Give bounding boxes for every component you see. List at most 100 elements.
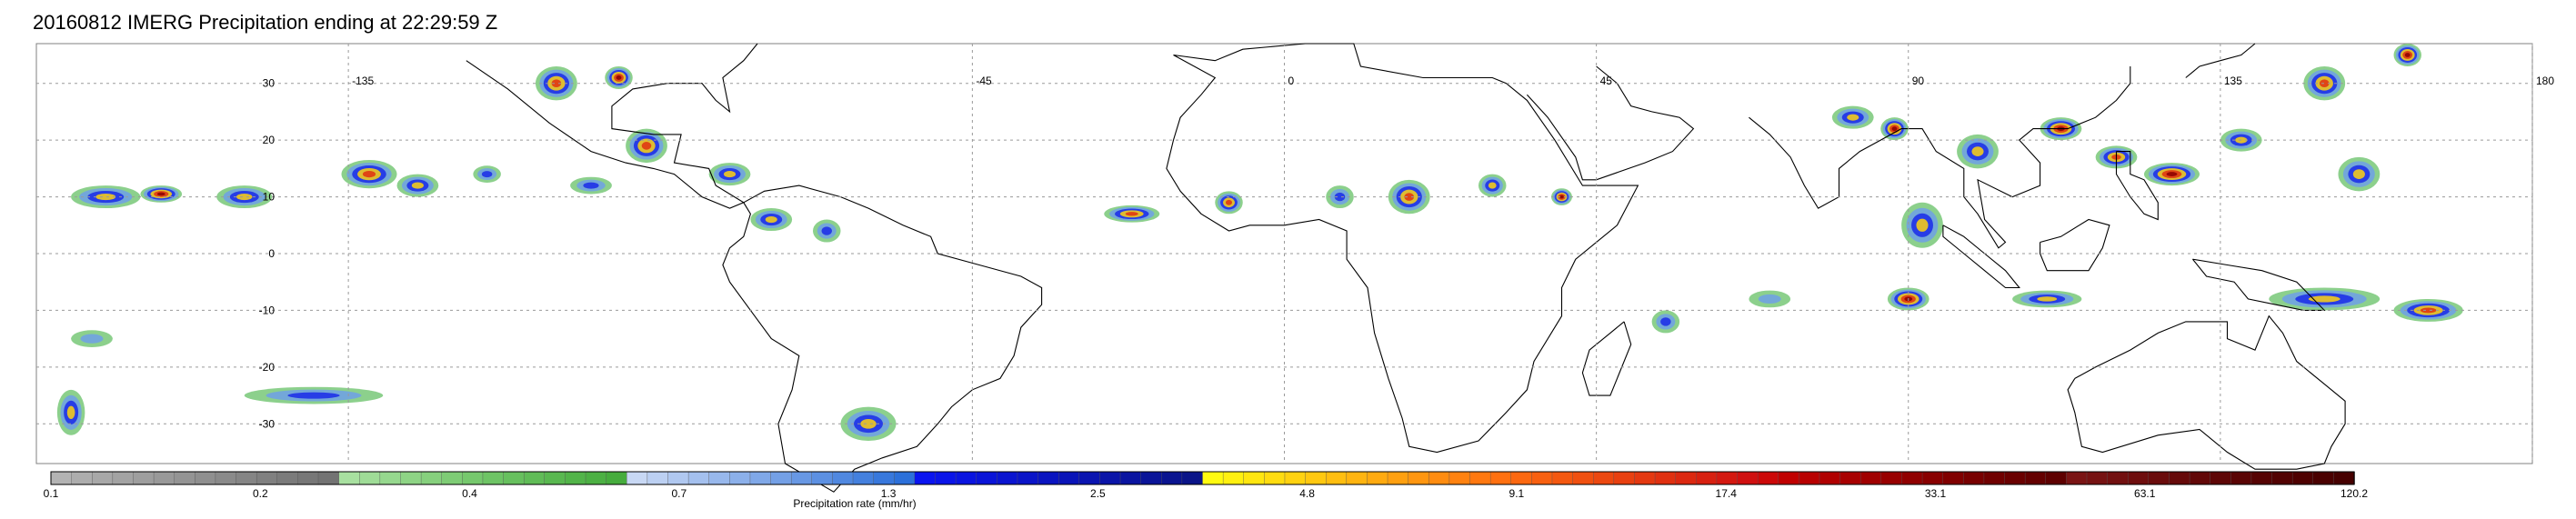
colorbar-swatch <box>1078 471 1101 485</box>
precip-contour <box>1488 182 1497 189</box>
colorbar-swatch <box>1243 471 1266 485</box>
colorbar-swatch <box>1613 471 1636 485</box>
colorbar-label: 1.3 <box>881 487 897 500</box>
precip-contour <box>821 226 832 235</box>
precip-contour <box>1660 317 1671 326</box>
colorbar-frame <box>50 471 2355 485</box>
precip-cell <box>473 165 501 183</box>
colorbar-swatch <box>2024 471 2047 485</box>
map-title: 20160812 IMERG Precipitation ending at 2… <box>33 11 498 34</box>
colorbar-swatch <box>1860 471 1882 485</box>
coast-madagascar <box>1581 321 1632 396</box>
colorbar-label: 9.1 <box>1509 487 1525 500</box>
colorbar-swatch <box>1387 471 1409 485</box>
colorbar-swatch <box>1428 471 1450 485</box>
precip-contour <box>2166 172 2178 177</box>
colorbar-swatch <box>852 471 875 485</box>
colorbar-swatch <box>400 471 422 485</box>
colorbar-swatch <box>585 471 607 485</box>
colorbar-swatch <box>1819 471 1841 485</box>
colorbar-swatch <box>2086 471 2109 485</box>
colorbar-swatch <box>1057 471 1080 485</box>
colorbar-swatch <box>523 471 546 485</box>
precip-cell <box>813 219 841 243</box>
colorbar-swatch <box>997 471 1018 485</box>
precip-cell <box>536 65 577 101</box>
colorbar-label: 120.2 <box>2340 487 2368 500</box>
precip-cell <box>2303 65 2346 101</box>
colorbar-swatch <box>1202 471 1224 485</box>
precip-cell <box>2338 156 2381 192</box>
precip-cell <box>71 330 113 348</box>
colorbar-swatch <box>441 471 464 485</box>
colorbar-swatch <box>1675 471 1698 485</box>
coast-philippines <box>2115 151 2159 221</box>
colorbar-swatch <box>2271 471 2293 485</box>
colorbar-label: 0.7 <box>671 487 687 500</box>
precip-contour <box>2404 53 2411 57</box>
precip-contour <box>362 170 376 178</box>
precipitation-layer <box>56 44 2463 442</box>
precip-contour <box>481 171 493 178</box>
colorbar-swatch <box>276 471 299 485</box>
precip-contour <box>1125 212 1138 216</box>
colorbar-swatch <box>2169 471 2190 485</box>
colorbar-swatch <box>2250 471 2273 485</box>
precip-contour <box>1758 294 1781 304</box>
colorbar-swatch <box>1408 471 1430 485</box>
coast-australia <box>2067 314 2346 470</box>
lon-tick-label: 180 <box>2536 75 2554 87</box>
colorbar-swatch <box>1017 471 1039 485</box>
colorbar-swatch <box>482 471 505 485</box>
precip-cell <box>1326 185 1354 209</box>
precip-cell <box>570 176 612 195</box>
colorbar-label: 2.5 <box>1090 487 1106 500</box>
colorbar-swatch <box>1634 471 1656 485</box>
precip-contour <box>95 194 116 201</box>
colorbar-swatch <box>317 471 340 485</box>
colorbar-swatch <box>1264 471 1286 485</box>
colorbar-swatch <box>2107 471 2130 485</box>
colorbar-swatch <box>462 471 484 485</box>
lat-tick-label: 10 <box>263 191 276 204</box>
precip-contour <box>2319 79 2330 88</box>
precip-contour <box>287 392 340 399</box>
colorbar-swatch <box>1737 471 1759 485</box>
precip-cell <box>708 163 751 186</box>
colorbar-swatch <box>359 471 381 485</box>
colorbar-swatch <box>92 471 114 485</box>
colorbar-swatch <box>1839 471 1862 485</box>
colorbar-swatch <box>2291 471 2314 485</box>
colorbar-swatch <box>1448 471 1471 485</box>
colorbar-swatch <box>1963 471 1985 485</box>
colorbar-swatch <box>1799 471 1820 485</box>
precip-contour <box>1971 146 1984 156</box>
coast-south-america <box>722 185 1043 493</box>
lat-tick-label: -30 <box>259 417 276 430</box>
precip-cell <box>840 406 897 442</box>
lon-tick-label: 45 <box>1600 75 1613 87</box>
precip-cell <box>605 65 633 89</box>
precip-contour <box>1891 126 1898 132</box>
precip-cell <box>1880 117 1909 141</box>
colorbar-swatch <box>770 471 792 485</box>
precip-contour <box>66 405 75 419</box>
precip-contour <box>1559 195 1564 199</box>
precip-cell <box>2393 44 2421 66</box>
precip-contour <box>2037 296 2058 302</box>
colorbar-label: 17.4 <box>1716 487 1738 500</box>
lat-tick-label: -10 <box>259 304 276 316</box>
colorbar-swatch <box>1551 471 1574 485</box>
colorbar-swatch <box>565 471 586 485</box>
coast-sumatra <box>1942 225 2020 289</box>
colorbar-swatch <box>894 471 916 485</box>
colorbar-swatch <box>2045 471 2068 485</box>
precip-cell <box>626 128 667 164</box>
coast-africa <box>1166 43 1639 454</box>
precip-contour <box>583 182 599 189</box>
colorbar-swatch <box>1942 471 1965 485</box>
precip-cell <box>1104 205 1160 223</box>
colorbar-swatch <box>1921 471 1944 485</box>
colorbar-swatch <box>873 471 896 485</box>
map-area: -135 -45 0 45 90 135 180 30 20 10 0 -10 -20 -30 <box>35 43 2554 493</box>
